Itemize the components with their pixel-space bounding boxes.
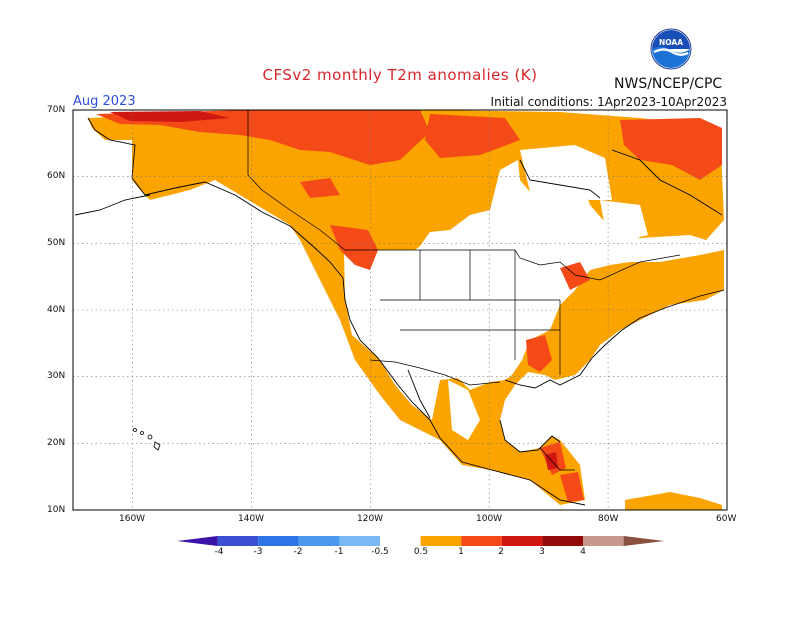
lat-label: 70N [47,105,66,115]
anomaly-region-red [425,114,520,158]
anomaly-region-red [620,118,722,180]
colorbar-label: 1 [458,547,464,557]
colorbar-arrow-right [623,536,665,546]
hawaii [133,428,161,451]
lat-label: 50N [47,238,66,248]
map-title: CFSv2 monthly T2m anomalies (K) [262,66,538,84]
anomaly-region-red [96,110,430,165]
colorbar-label: -3 [253,547,263,557]
colorbar-arrow-left [177,536,218,546]
lon-label: 120W [357,514,384,524]
anomaly-region-red [560,262,590,290]
anomaly-region-darkred [110,111,230,122]
gridlines [73,110,727,510]
colorbar-label: 0.5 [413,547,429,557]
colorbar-segment [501,536,543,546]
colorbar-label: -4 [214,547,224,557]
lat-label: 10N [47,505,66,515]
lat-label: 60N [47,171,66,181]
svg-text:NOAA: NOAA [659,38,683,47]
anomaly-region-red [560,472,584,502]
lat-label: 40N [47,305,66,315]
lat-label: 30N [47,371,66,381]
colorbar-label: 2 [498,547,504,557]
anomaly-region-red [526,335,552,372]
forecast-month: Aug 2023 [73,94,136,109]
colorbar-segment [258,536,299,546]
anomaly-region-orange [625,492,722,510]
colorbar-label: -2 [293,547,303,557]
anomaly-region-red [330,225,378,270]
lon-label: 60W [716,514,737,524]
initial-conditions: Initial conditions: 1Apr2023-10Apr2023 [490,95,727,109]
colorbar-label: -1 [334,547,344,557]
noaa-logo-icon: NOAA [650,28,692,70]
colorbar-segment [298,536,340,546]
agency-label: NWS/NCEP/CPC [614,76,723,92]
coastlines [74,117,725,506]
normal-region [520,145,612,200]
lat-label: 20N [47,438,66,448]
lon-label: 140W [238,514,265,524]
colorbar-segment [542,536,583,546]
colorbar-segment [420,536,462,546]
colorbar-label: 4 [580,547,586,557]
colorbar-segment [380,536,421,546]
normal-region [448,380,480,440]
lon-label: 80W [598,514,619,524]
anomaly-region-red [300,178,340,198]
colorbar-label: 3 [539,547,545,557]
borders [247,110,681,471]
colorbar-segment [217,536,259,546]
colorbar-segment [583,536,624,546]
normal-region [600,200,648,240]
colorbar-segment [339,536,380,546]
colorbar-segment [461,536,502,546]
lon-label: 160W [119,514,146,524]
map-frame [72,109,728,511]
colorbar-label: -0.5 [371,547,389,557]
lon-label: 100W [476,514,503,524]
